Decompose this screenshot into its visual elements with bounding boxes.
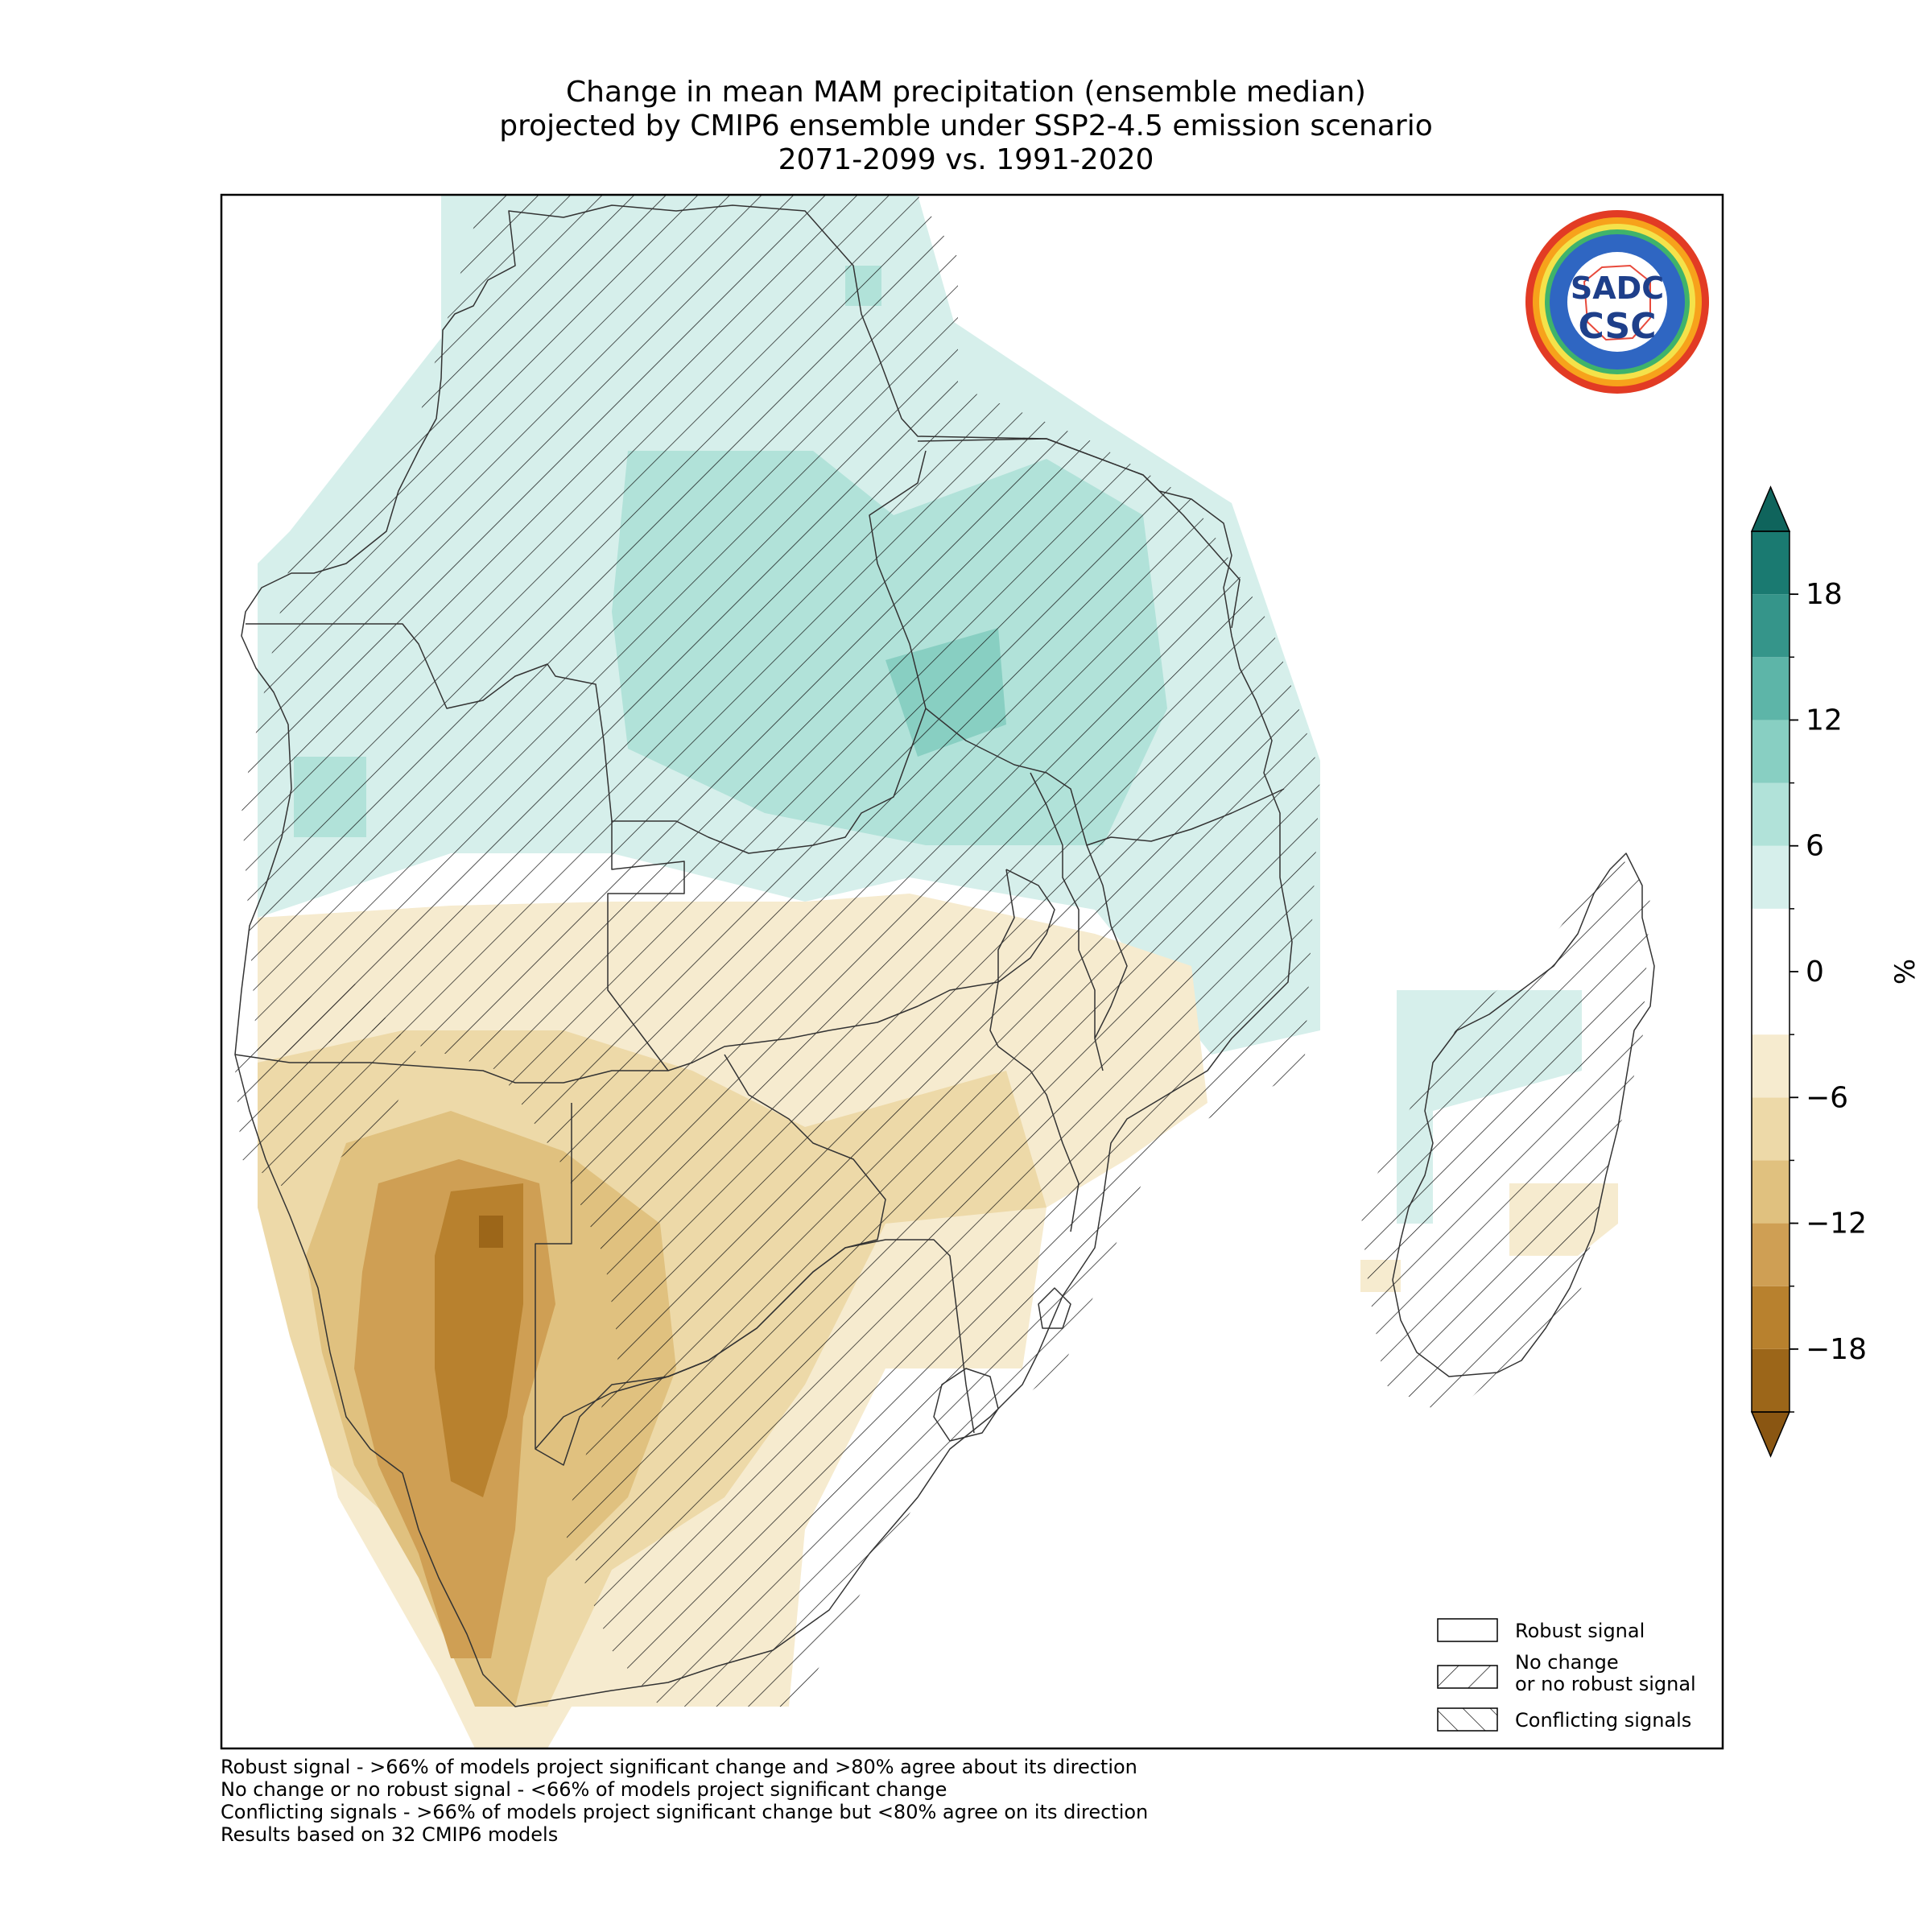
logo-main-text: SADC	[1571, 270, 1664, 306]
colorbar-tick-label-4: −6	[1806, 1081, 1848, 1114]
colorbar-bins	[1750, 485, 1791, 1458]
border-lesotho	[933, 1368, 999, 1442]
colorbar-bin-10	[1752, 657, 1790, 720]
title-line-2: projected by CMIP6 ensemble under SSP2-4…	[499, 109, 1433, 142]
field-dry-core	[435, 1183, 523, 1497]
footnote-robust: Robust signal - >66% of models project s…	[221, 1756, 1137, 1778]
colorbar-bin-7	[1752, 845, 1790, 909]
field-dry-peak	[479, 1216, 503, 1248]
colorbar-bin-12	[1752, 531, 1790, 595]
hatch-south-strip	[233, 974, 419, 1191]
colorbar-bin-11	[1752, 594, 1790, 658]
colorbar-extend-bottom	[1750, 1411, 1791, 1458]
colorbar-bin-2	[1752, 1223, 1790, 1286]
colorbar-bin-9	[1752, 720, 1790, 783]
colorbar-bin-5	[1752, 1034, 1790, 1098]
map-title: Change in mean MAM precipitation (ensemb…	[0, 76, 1932, 177]
hatch-madagascar	[1360, 853, 1650, 1417]
legend-label-no-change-2: or no robust signal	[1515, 1673, 1696, 1695]
colorbar-tick-label-6: −18	[1806, 1333, 1867, 1366]
footnote-models: Results based on 32 CMIP6 models	[221, 1823, 559, 1846]
legend-swatch-conflicting	[1437, 1707, 1498, 1732]
map-legend: Robust signal No change or no robust sig…	[1437, 1618, 1696, 1732]
title-line-3: 2071-2099 vs. 1991-2020	[778, 143, 1154, 176]
colorbar-tick-label-2: 6	[1806, 830, 1824, 863]
map-frame	[220, 193, 1724, 1750]
border-zambia-angola	[607, 821, 685, 1071]
colorbar-ticks: 18 12 6 0 −6 −12 −18	[1790, 578, 1867, 1413]
colorbar-tick-label-1: 12	[1806, 704, 1843, 737]
colorbar-tick-label-5: −12	[1806, 1208, 1867, 1241]
border-angola-namibia	[234, 869, 1055, 1084]
footnote-no-change: No change or no robust signal - <66% of …	[221, 1778, 947, 1801]
border-kenya-tanzania	[917, 438, 1241, 629]
legend-label-no-change-1: No change	[1515, 1651, 1619, 1674]
legend-swatch-robust	[1437, 1618, 1498, 1642]
border-south-africa-north	[535, 1239, 975, 1450]
precipitation-change-field	[233, 195, 1650, 1748]
colorbar-tick-label-0: 18	[1806, 578, 1843, 611]
border-drc-east	[869, 450, 927, 709]
legend-swatch-no-change	[1437, 1665, 1498, 1689]
colorbar-bin-6	[1752, 908, 1790, 1035]
logo-sub-text: CSC	[1578, 306, 1656, 347]
country-borders	[234, 204, 1655, 1707]
legend-label-robust: Robust signal	[1515, 1620, 1645, 1642]
colorbar-bin-1	[1752, 1286, 1790, 1349]
sadc-logo: SADC CSC	[1525, 210, 1709, 394]
colorbar-bin-3	[1752, 1160, 1790, 1224]
border-angola-drc	[246, 623, 927, 854]
colorbar-extend-top	[1750, 485, 1791, 532]
colorbar-bin-4	[1752, 1097, 1790, 1161]
border-malawi-east	[1086, 844, 1128, 1039]
colorbar-bin-8	[1752, 782, 1790, 846]
coastline-madagascar	[1392, 852, 1655, 1377]
border-malawi	[1030, 772, 1104, 1071]
legend-label-conflicting: Conflicting signals	[1515, 1709, 1691, 1732]
colorbar-unit-label: %	[1889, 959, 1922, 985]
footnote-conflicting: Conflicting signals - >66% of models pro…	[221, 1801, 1149, 1823]
coastline-mainland	[234, 204, 1293, 1707]
border-zimbabwe-mozambique	[989, 869, 1080, 1232]
colorbar-bin-0	[1752, 1348, 1790, 1412]
border-eswatini	[1038, 1287, 1071, 1329]
title-line-1: Change in mean MAM precipitation (ensemb…	[566, 76, 1366, 109]
footnotes: Robust signal - >66% of models project s…	[221, 1756, 1148, 1846]
colorbar-tick-label-3: 0	[1806, 956, 1824, 989]
